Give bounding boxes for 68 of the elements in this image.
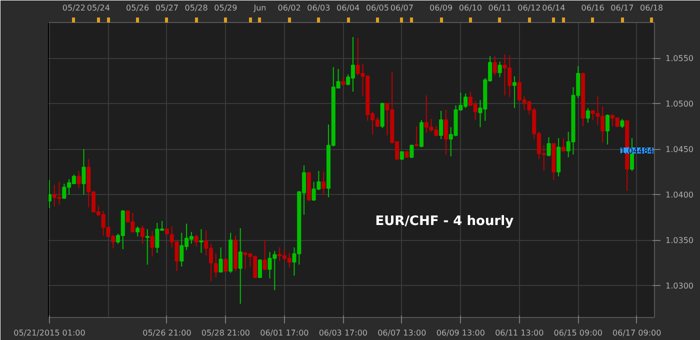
y-tick-label: 1.0450 <box>666 145 694 154</box>
candlestick <box>218 246 223 272</box>
text: 06/02 <box>278 4 301 12</box>
candlestick <box>439 110 444 140</box>
candlestick <box>546 136 551 157</box>
candlestick <box>512 76 517 109</box>
x-tick-label: 05/28 21:00 <box>201 328 250 338</box>
x-tick-label: 06/01 17:00 <box>260 328 309 338</box>
candlestick <box>76 170 81 189</box>
x-tick-label: 06/09 13:00 <box>436 328 485 338</box>
candlestick <box>262 240 267 271</box>
candlestick <box>194 234 198 247</box>
candlestick <box>492 56 497 76</box>
annotation: 1.04484 <box>620 146 654 156</box>
candlestick <box>140 225 144 244</box>
text: 06/14 <box>542 4 566 12</box>
candlestick <box>145 228 150 266</box>
candlestick <box>82 148 86 196</box>
x-tick-label: 06/03 17:00 <box>318 328 368 338</box>
text: 05/27 <box>155 4 178 12</box>
text: 05/28 <box>184 4 208 12</box>
x-tick-label: 06/17 09:00 <box>612 328 662 338</box>
candlestick <box>224 258 228 272</box>
x-tick-label: 06/07 13:00 <box>378 328 426 338</box>
candlestick <box>48 180 52 209</box>
candlestick <box>561 138 566 152</box>
y-tick-label: 1.0300 <box>666 282 694 291</box>
candlestick <box>605 114 610 146</box>
x-tick-label: 06/11 13:00 <box>495 328 544 338</box>
x-tick-label: 05/21/2015 01:00 <box>14 328 86 338</box>
y-tick-label: 1.0400 <box>666 190 694 200</box>
y-tick-label: 1.0550 <box>666 54 694 64</box>
text: 05/29 <box>214 4 238 12</box>
candlestick <box>444 109 448 156</box>
text: 06/11 <box>488 4 512 12</box>
text: Jun <box>252 4 266 12</box>
candlestick <box>150 230 154 257</box>
y-tick-label: 1.0500 <box>666 100 694 109</box>
candlestick <box>620 118 624 129</box>
candlestick <box>199 228 204 254</box>
candlestick <box>380 102 384 129</box>
candlestick <box>410 144 414 159</box>
text: 06/05 <box>366 4 389 12</box>
text: 06/07 <box>390 4 414 12</box>
x-tick-label: 06/15 09:00 <box>554 328 602 338</box>
text: 06/04 <box>336 4 360 12</box>
x-tick-label: 05/26 21:00 <box>142 328 192 338</box>
text: 06/17 <box>610 4 634 12</box>
candlestick <box>586 108 590 124</box>
candlestick <box>238 228 242 304</box>
text: 05/22 <box>62 4 86 12</box>
text: 05/24 <box>86 4 110 12</box>
candlestick <box>419 119 424 148</box>
candlestick <box>136 226 140 237</box>
text: 06/10 <box>458 4 482 12</box>
text: 06/03 <box>307 4 330 12</box>
text: 05/26 <box>126 4 150 12</box>
y-tick-label: 1.0350 <box>666 236 694 246</box>
text: 06/16 <box>581 4 604 12</box>
text: EUR/CHF - 4 hourly <box>375 214 514 229</box>
candlestick <box>214 253 218 278</box>
text: 06/09 <box>430 4 453 12</box>
candlestick <box>414 126 419 147</box>
candlestick <box>258 258 262 278</box>
text: 06/18 <box>640 4 664 12</box>
candlestick <box>498 61 502 78</box>
text: 06/12 <box>518 4 541 12</box>
candlestick <box>322 171 326 196</box>
